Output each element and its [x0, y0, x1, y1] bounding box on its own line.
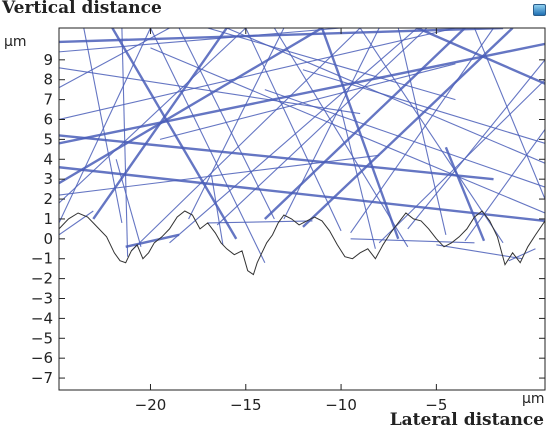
ray-segment — [149, 28, 266, 263]
ray-segment — [210, 175, 224, 245]
ray-segment — [115, 159, 142, 247]
ray-segment — [159, 63, 456, 140]
plot-frame — [58, 27, 546, 391]
y-tick-label: −4 — [31, 309, 53, 327]
y-tick-label: 2 — [43, 190, 53, 208]
ray-segment — [245, 28, 342, 232]
ray-segment — [59, 134, 494, 181]
ray-segment — [436, 244, 523, 260]
x-axis-title: Lateral distance — [389, 410, 544, 430]
ray-segment — [444, 146, 486, 242]
y-tick-label: 7 — [43, 91, 53, 109]
ray-segment — [264, 89, 545, 188]
ray-segment — [464, 129, 545, 242]
app-window-icon[interactable] — [533, 4, 546, 16]
y-tick-label: −1 — [31, 250, 53, 268]
y-tick-label: 3 — [43, 170, 53, 188]
ray-segment — [59, 28, 151, 224]
y-tick-label: 1 — [43, 210, 53, 228]
y-tick-label: 4 — [43, 150, 53, 168]
ray-segment — [59, 154, 380, 196]
ray-segment — [83, 28, 123, 224]
y-unit-label: μm — [4, 34, 27, 50]
ray-segment — [216, 28, 428, 226]
ray-segment — [59, 28, 504, 44]
y-tick-label: −3 — [31, 290, 53, 308]
ray-segment — [359, 28, 504, 244]
ray-segment — [59, 28, 323, 185]
ray-segment — [178, 28, 275, 220]
ray-segment — [350, 28, 494, 234]
y-tick-label: −6 — [31, 349, 53, 367]
ray-segment — [473, 28, 545, 200]
ray-segment — [407, 59, 545, 230]
ray-segment — [150, 47, 545, 214]
y-axis-title: Vertical distance — [2, 0, 162, 18]
ray-segment — [283, 28, 380, 220]
ray-segment — [59, 210, 94, 236]
ray-segment — [188, 28, 285, 220]
y-tick-label: 0 — [43, 230, 53, 248]
y-tick-label: −2 — [31, 270, 53, 288]
ray-segment — [226, 28, 545, 164]
ray-segment — [59, 166, 545, 223]
y-tick-label: −5 — [31, 329, 53, 347]
ray-segment — [59, 28, 456, 121]
ray-segment — [397, 28, 447, 235]
ray-segment — [131, 28, 361, 252]
ray-segment — [169, 28, 418, 244]
ray-segment — [302, 69, 545, 144]
surface-profile-line — [59, 210, 545, 276]
x-tick-label: −15 — [230, 396, 262, 414]
ray-segment — [350, 238, 475, 244]
ray-segment — [59, 42, 545, 145]
y-tick-label: 9 — [43, 51, 53, 69]
ray-segment — [340, 109, 376, 249]
ray-segment — [207, 28, 456, 101]
ray-segment — [59, 28, 247, 204]
ray-segment — [302, 28, 514, 228]
y-tick-label: 8 — [43, 71, 53, 89]
ray-segment — [92, 28, 228, 220]
ray-segment — [264, 28, 466, 220]
ray-segment — [59, 28, 342, 53]
y-tick-label: 6 — [43, 110, 53, 128]
ray-segment — [508, 248, 536, 262]
ray-segment — [125, 233, 180, 248]
y-tick-label: 5 — [43, 130, 53, 148]
x-tick-label: −5 — [425, 396, 447, 414]
y-tick-label: −7 — [31, 369, 53, 387]
x-tick-label: −20 — [135, 396, 167, 414]
ray-segment — [320, 28, 400, 240]
x-tick-label: −10 — [325, 396, 357, 414]
plot-area — [59, 28, 545, 390]
x-unit-label: μm — [522, 391, 545, 407]
